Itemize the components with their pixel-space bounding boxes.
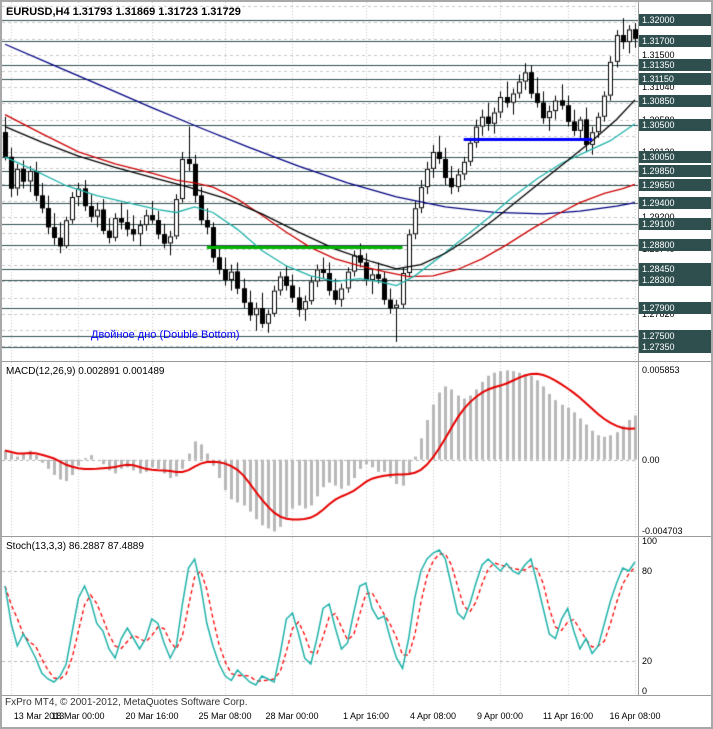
stoch-axis-label: 0 (642, 686, 648, 696)
chart-header: EURUSD,H4 1.31793 1.31869 1.31723 1.3172… (6, 6, 241, 18)
macd-axis[interactable]: 0.005853 0.00 -0.004703 (638, 362, 711, 536)
price-level-tag: 1.27900 (639, 302, 711, 314)
macd-canvas[interactable] (2, 362, 638, 536)
price-level-tag: 1.29100 (639, 218, 711, 230)
price-level-tag: 1.30500 (639, 119, 711, 131)
price-level-tag: 1.30050 (639, 151, 711, 163)
price-chart-panel: 1.315001.310401.305801.301201.296601.292… (2, 2, 711, 362)
price-chart-canvas[interactable] (2, 2, 638, 361)
price-axis-label: 1.31040 (642, 82, 675, 92)
time-axis-label: 16 Apr 08:00 (609, 711, 661, 721)
price-level-tag: 1.29400 (639, 197, 711, 209)
time-axis-label: 13 Mar 2013 (13, 711, 65, 721)
copyright-text: FxPro MT4, © 2001-2012, MetaQuotes Softw… (5, 697, 248, 708)
stoch-axis-label: 80 (642, 566, 653, 576)
price-level-tag: 1.32000 (639, 14, 711, 26)
time-axis-label: 28 Mar 00:00 (265, 711, 319, 721)
macd-axis-label: 0.005853 (642, 365, 680, 375)
price-level-tag: 1.31150 (639, 73, 711, 85)
macd-axis-label: -0.004703 (642, 526, 683, 536)
price-level-tag: 1.28300 (639, 274, 711, 286)
stoch-axis-label: 20 (642, 656, 653, 666)
price-level-tag: 1.29850 (639, 165, 711, 177)
price-level-tag: 1.29650 (639, 179, 711, 191)
stochastic-canvas[interactable] (2, 537, 638, 695)
macd-panel: 0.005853 0.00 -0.004703 MACD(12,26,9) 0.00… (2, 362, 711, 537)
stoch-axis-label: 100 (642, 537, 658, 546)
time-axis-label: 1 Apr 16:00 (342, 711, 390, 721)
time-axis-label: 25 Mar 08:00 (198, 711, 252, 721)
time-axis-label: 20 Mar 16:00 (125, 711, 179, 721)
price-level-tag: 1.31700 (639, 35, 711, 47)
price-level-tag: 1.27500 (639, 330, 711, 342)
price-level-tag: 1.28450 (639, 263, 711, 275)
time-axis-label: 18 Mar 00:00 (51, 711, 105, 721)
time-axis-label: 9 Apr 00:00 (476, 711, 524, 721)
time-axis-label: 11 Apr 16:00 (542, 711, 594, 721)
price-axis-label: 1.31500 (642, 50, 675, 60)
price-axis[interactable]: 1.315001.310401.305801.301201.296601.292… (638, 2, 711, 361)
macd-header: MACD(12,26,9) 0.002891 0.001489 (6, 366, 165, 377)
stochastic-header: Stoch(13,3,3) 86.2887 87.4889 (6, 541, 144, 552)
time-axis-label: 4 Apr 08:00 (409, 711, 457, 721)
price-level-tag: 1.30850 (639, 95, 711, 107)
time-axis[interactable]: FxPro MT4, © 2001-2012, MetaQuotes Softw… (2, 696, 711, 727)
price-level-tag: 1.28800 (639, 239, 711, 251)
price-level-tag: 1.27350 (639, 341, 711, 353)
price-axis-label: 1.29200 (642, 212, 675, 222)
price-axis-label: 1.27820 (642, 309, 675, 319)
macd-axis-label: 0.00 (642, 455, 660, 465)
stochastic-panel: 100 80 20 0 Stoch(13,3,3) 86.2887 87.4889 (2, 537, 711, 696)
stochastic-axis[interactable]: 100 80 20 0 (638, 537, 711, 695)
double-bottom-annotation: Двойное дно (Double Bottom) (91, 329, 240, 341)
price-level-tag: 1.31350 (639, 59, 711, 71)
